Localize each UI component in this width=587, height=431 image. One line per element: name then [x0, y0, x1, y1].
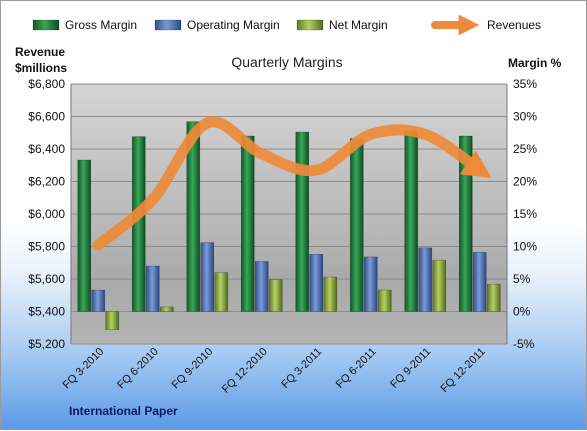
x-tick-label: FQ 3-2011	[279, 346, 324, 391]
right-axis-ticks: -5% 0% 5% 10% 15% 20% 25% 30% 35%	[513, 77, 537, 351]
right-tick-label: 30%	[513, 110, 537, 124]
x-tick-label: FQ 12-2010	[220, 346, 270, 396]
left-axis-label-line2: $millions	[15, 61, 67, 75]
x-tick-label: FQ 6-2011	[334, 346, 379, 391]
right-tick-label: 20%	[513, 175, 537, 189]
gross-margin-bar	[240, 135, 255, 312]
operating-margin-bar	[145, 265, 160, 312]
legend-label-net-margin: Net Margin	[329, 18, 388, 32]
gross-margin-bar	[404, 130, 419, 312]
net-margin-bar	[323, 276, 338, 312]
net-margin-bar	[105, 311, 120, 331]
left-tick-label: $5,200	[28, 337, 65, 351]
legend-label-gross-margin: Gross Margin	[65, 18, 137, 32]
net-margin-bar	[432, 259, 447, 312]
net-margin-bar	[159, 306, 174, 312]
right-tick-label: 25%	[513, 142, 537, 156]
operating-margin-bar	[91, 289, 106, 312]
operating-margin-bar	[472, 252, 487, 312]
x-tick-label: FQ 3-2010	[61, 346, 107, 392]
left-tick-label: $6,600	[28, 110, 65, 124]
legend: Gross Margin Operating Margin Net Margin Re…	[32, 14, 541, 36]
left-tick-label: $6,000	[28, 207, 65, 221]
right-axis-label: Margin %	[508, 56, 562, 70]
right-tick-label: 15%	[513, 207, 537, 221]
gross-margin-bar	[186, 121, 201, 312]
right-tick-label: -5%	[513, 337, 535, 351]
chart-title: Quarterly Margins	[231, 54, 342, 70]
left-axis-label-line1: Revenue	[15, 45, 65, 59]
left-tick-label: $5,800	[28, 240, 65, 254]
left-axis-ticks: $5,200 $5,400 $5,600 $5,800 $6,000 $6,200 $6,4…	[28, 77, 65, 351]
net-margin-bar	[214, 272, 229, 312]
right-tick-label: 35%	[513, 77, 537, 91]
x-tick-label: FQ 9-2010	[170, 346, 216, 392]
net-margin-bar	[377, 289, 392, 312]
legend-label-revenues: Revenues	[487, 18, 541, 32]
x-tick-label: FQ 9-2011	[388, 346, 433, 391]
right-tick-label: 5%	[513, 272, 531, 286]
revenue-line-layer	[92, 116, 492, 251]
legend-label-operating-margin: Operating Margin	[187, 18, 280, 32]
x-tick-label: FQ 12-2011	[438, 346, 487, 395]
net-margin-bar	[268, 279, 283, 312]
left-tick-label: $5,400	[28, 305, 65, 319]
bars-layer	[77, 121, 501, 331]
operating-margin-bar	[418, 247, 433, 312]
left-tick-label: $6,800	[28, 77, 65, 91]
x-tick-label: FQ 6-2010	[115, 346, 161, 392]
left-tick-label: $6,400	[28, 142, 65, 156]
right-tick-label: 10%	[513, 240, 537, 254]
x-axis-ticks: FQ 3-2010 FQ 6-2010 FQ 9-2010 FQ 12-2010 FQ …	[61, 346, 488, 396]
legend-swatch-gross-margin	[32, 19, 60, 31]
revenues-line	[92, 116, 492, 251]
gross-margin-bar	[77, 159, 92, 312]
gross-margin-bar	[458, 135, 473, 312]
left-tick-label: $5,600	[28, 272, 65, 286]
footer-company: International Paper	[69, 404, 178, 418]
gross-margin-bar	[295, 131, 310, 312]
operating-margin-bar	[309, 254, 324, 312]
operating-margin-bar	[254, 261, 269, 312]
gross-margin-bar	[349, 138, 364, 312]
left-tick-label: $6,200	[28, 175, 65, 189]
legend-swatch-net-margin	[296, 19, 324, 31]
net-margin-bar	[486, 283, 501, 312]
operating-margin-bar	[363, 256, 378, 312]
operating-margin-bar	[200, 242, 215, 312]
legend-swatch-operating-margin	[154, 19, 182, 31]
right-tick-label: 0%	[513, 305, 531, 319]
